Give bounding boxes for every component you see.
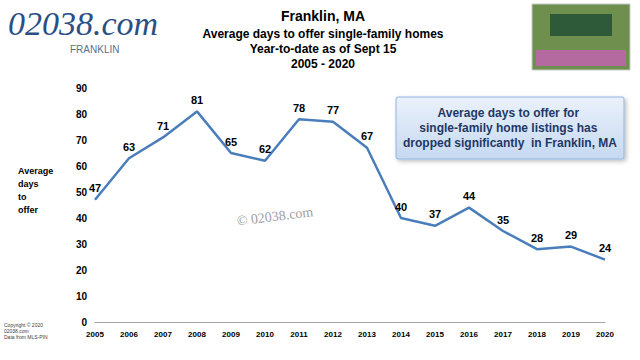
svg-text:days: days [18, 179, 39, 189]
svg-text:2019: 2019 [562, 330, 580, 339]
svg-text:65: 65 [225, 136, 237, 148]
svg-text:Average: Average [18, 166, 53, 176]
svg-text:offer: offer [18, 205, 38, 215]
svg-text:20: 20 [76, 265, 88, 276]
svg-text:single-family home listings ha: single-family home listings has [419, 121, 600, 135]
svg-text:2005 - 2020: 2005 - 2020 [291, 57, 355, 71]
svg-text:FRANKLIN: FRANKLIN [70, 44, 119, 55]
svg-text:29: 29 [565, 229, 577, 241]
svg-text:2018: 2018 [528, 330, 546, 339]
svg-text:2020: 2020 [596, 330, 614, 339]
svg-text:02038.com: 02038.com [8, 5, 158, 42]
svg-text:dropped significantly in Fran: dropped significantly in Franklin, MA [403, 136, 617, 150]
svg-text:90: 90 [76, 83, 88, 94]
svg-text:Copyright © 2020: Copyright © 2020 [4, 322, 43, 328]
svg-text:2015: 2015 [426, 330, 444, 339]
svg-text:37: 37 [429, 208, 441, 220]
svg-text:2013: 2013 [358, 330, 376, 339]
svg-text:80: 80 [76, 109, 88, 120]
svg-text:2010: 2010 [256, 330, 274, 339]
svg-text:63: 63 [123, 141, 135, 153]
svg-text:77: 77 [327, 104, 339, 116]
svg-text:67: 67 [361, 130, 373, 142]
svg-text:2016: 2016 [460, 330, 478, 339]
svg-text:44: 44 [463, 190, 476, 202]
svg-text:to: to [18, 192, 27, 202]
svg-text:Data from MLS-PIN: Data from MLS-PIN [4, 334, 48, 340]
svg-text:Franklin, MA: Franklin, MA [281, 8, 365, 24]
svg-text:© 02038.com: © 02038.com [236, 204, 314, 228]
svg-text:2011: 2011 [290, 330, 308, 339]
svg-text:2005: 2005 [86, 330, 104, 339]
svg-text:28: 28 [531, 232, 543, 244]
svg-text:0: 0 [81, 317, 87, 328]
svg-text:24: 24 [599, 242, 612, 254]
svg-text:2017: 2017 [494, 330, 512, 339]
svg-text:Average days to offer for: Average days to offer for [438, 106, 583, 120]
svg-text:70: 70 [76, 135, 88, 146]
svg-text:71: 71 [157, 120, 169, 132]
svg-text:2012: 2012 [324, 330, 342, 339]
svg-text:60: 60 [76, 161, 88, 172]
svg-text:47: 47 [89, 182, 101, 194]
svg-text:Year-to-date as of Sept 15: Year-to-date as of Sept 15 [250, 42, 397, 56]
svg-text:30: 30 [76, 239, 88, 250]
svg-text:2007: 2007 [154, 330, 172, 339]
svg-text:2014: 2014 [392, 330, 410, 339]
svg-text:50: 50 [76, 187, 88, 198]
svg-text:78: 78 [293, 102, 305, 114]
svg-text:10: 10 [76, 291, 88, 302]
svg-text:81: 81 [191, 94, 203, 106]
svg-text:2009: 2009 [222, 330, 240, 339]
svg-text:62: 62 [259, 143, 271, 155]
svg-text:40: 40 [395, 201, 407, 213]
svg-text:2006: 2006 [120, 330, 138, 339]
svg-text:40: 40 [76, 213, 88, 224]
svg-text:02038.com: 02038.com [4, 328, 29, 334]
svg-text:Average days to offer single-f: Average days to offer single-family home… [203, 27, 444, 41]
svg-text:2008: 2008 [188, 330, 206, 339]
svg-text:35: 35 [497, 214, 509, 226]
